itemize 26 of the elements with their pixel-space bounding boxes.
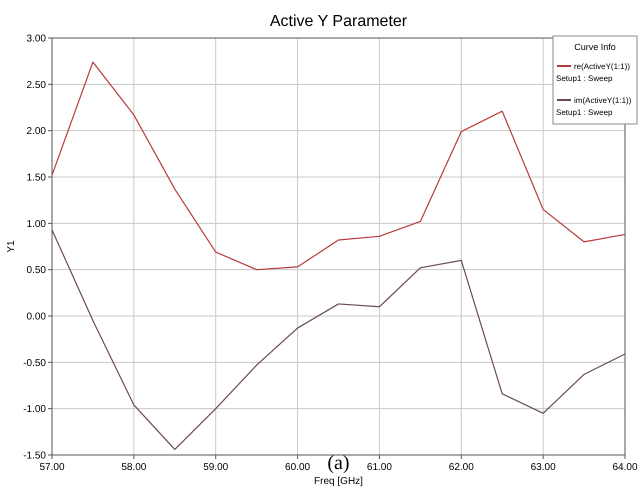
chart-title: Active Y Parameter [270,13,408,30]
legend-label: im(ActiveY(1:1)) Setup1 : Sweep [556,96,632,117]
y-tick-label: -1.50 [23,450,46,462]
x-tick-label: 64.00 [612,462,638,473]
x-axis-title: Freq [GHz] [314,476,364,487]
legend-title: Curve Info [574,42,616,52]
y-axis-title: Y1 [6,240,17,253]
y-tick-label: -0.50 [23,358,46,369]
y-tick-label: 0.50 [26,265,46,276]
x-tick-label: 61.00 [366,462,392,473]
line-series [51,229,626,450]
y-tick-label: 0.00 [26,312,46,322]
y-tick-label: 2.50 [26,80,46,91]
x-tick-label: 57.00 [39,462,65,473]
x-tick-label: 63.00 [530,462,556,473]
y-tick-label: 3.00 [26,34,46,44]
x-tick-label: 60.00 [285,462,311,473]
y-tick-label: -1.00 [23,404,46,416]
legend-label: re(ActiveY(1:1)) Setup1 : Sweep [556,62,630,83]
y-tick-label: 1.50 [26,172,46,184]
y-tick-label: 1.00 [26,218,46,230]
x-tick-label: 62.00 [448,462,474,473]
x-tick-label: 59.00 [203,462,229,473]
annotation: (a) [327,452,350,474]
y-tick-label: 2.00 [26,126,46,138]
x-tick-label: 58.00 [121,462,147,473]
